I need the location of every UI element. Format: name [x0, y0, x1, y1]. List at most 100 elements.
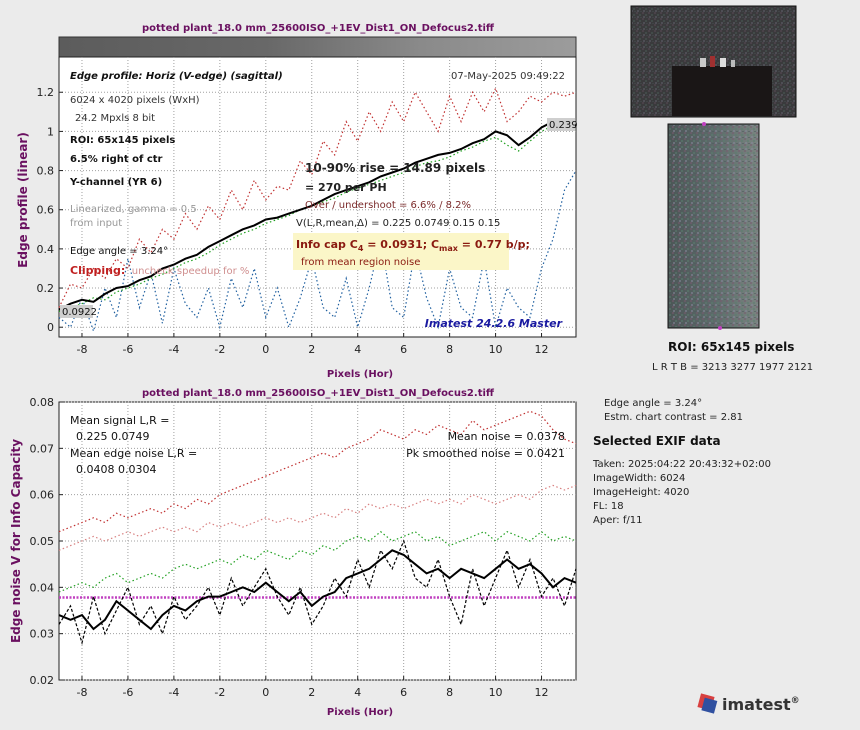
x-tick-label: 4 — [354, 686, 361, 699]
roi-title: ROI: 65x145 pixels — [668, 340, 795, 354]
top-series-group — [58, 86, 577, 334]
y-tick-label: 0.06 — [30, 489, 55, 502]
y-tick-label: 0.08 — [30, 396, 55, 409]
x-tick-label: -8 — [76, 686, 87, 699]
info-cap-sub2: max — [439, 244, 459, 253]
series-line-red-dotted — [58, 86, 577, 308]
per-ph-text: = 270 per PH — [305, 181, 387, 194]
x-tick-label: -2 — [214, 686, 225, 699]
scene-object-3 — [720, 58, 726, 67]
exif-height: ImageHeight: 4020 — [593, 487, 690, 498]
series-line-red-dotted — [58, 410, 577, 533]
watermark: Imatest 24.2.6 Master — [425, 317, 563, 330]
rise-text: 10-90% rise = 14.89 pixels — [305, 161, 485, 175]
sidebar-contrast: Estm. chart contrast = 2.81 — [604, 412, 743, 423]
x-tick-label: -4 — [168, 686, 179, 699]
channel-text: Y-channel (YR 6) — [69, 177, 162, 188]
clipping-note: uncheck speedup for % — [132, 266, 250, 277]
logo-text: imatest® — [722, 695, 800, 714]
x-tick-label: 0 — [262, 343, 269, 356]
logo-reg: ® — [791, 696, 800, 706]
y-tick-label: 0.02 — [30, 674, 55, 687]
x-tick-label: 2 — [308, 343, 315, 356]
roi-bottom-marker — [718, 326, 722, 330]
x-tick-label: 10 — [489, 343, 503, 356]
right-value-label: 0.239 — [549, 120, 578, 131]
image-size-text: 6024 x 4020 pixels (WxH) — [70, 95, 200, 106]
scene-object-1 — [700, 58, 706, 67]
bottom-x-axis-label: Pixels (Hor) — [327, 707, 393, 718]
y-tick-label: 0 — [47, 321, 54, 334]
x-tick-label: -2 — [214, 343, 225, 356]
scene-object-4 — [731, 60, 735, 67]
edge-strip-image — [58, 36, 577, 58]
exif-title: Selected EXIF data — [593, 434, 721, 448]
y-tick-label: 1 — [47, 125, 54, 138]
scene-table — [672, 66, 772, 116]
series-line-green-dotted — [58, 120, 577, 313]
top-x-axis-label: Pixels (Hor) — [327, 369, 393, 380]
clipping-label: Clipping: — [70, 264, 125, 277]
x-tick-label: 12 — [535, 686, 549, 699]
info-cap-box — [293, 233, 509, 270]
y-tick-label: 0.6 — [37, 204, 55, 217]
linearized-text: Linearized, gamma = 0.5 — [70, 204, 197, 215]
y-tick-label: 0.07 — [30, 442, 55, 455]
x-tick-label: 4 — [354, 343, 361, 356]
bottom-series-group — [58, 410, 577, 646]
x-tick-label: -8 — [76, 343, 87, 356]
mean-signal-label: Mean signal L,R = — [70, 414, 169, 427]
y-tick-label: 0.05 — [30, 535, 55, 548]
roi-coords: L R T B = 3213 3277 1977 2121 — [652, 362, 814, 373]
imatest-logo: imatest® — [697, 693, 800, 714]
exif-fl: FL: 18 — [593, 501, 624, 512]
top-chart-file-title: potted plant_18.0 mm_25600ISO_+1EV_Dist1… — [142, 23, 495, 34]
x-tick-label: 12 — [535, 343, 549, 356]
y-tick-label: 1.2 — [37, 86, 55, 99]
from-input-text: from input — [70, 218, 122, 229]
series-line-black-solid — [58, 549, 577, 631]
clipping-line: Clipping: uncheck speedup for % — [70, 264, 249, 277]
info-cap-prefix: Info cap C — [296, 238, 358, 251]
exif-width: ImageWidth: 6024 — [593, 473, 686, 484]
sidebar-edge-angle: Edge angle = 3.24° — [604, 398, 703, 409]
x-tick-label: -4 — [168, 343, 179, 356]
info-cap-suffix: = 0.77 b/p; — [458, 238, 530, 251]
roi-image-noise — [669, 125, 758, 327]
y-tick-label: 0.2 — [37, 282, 55, 295]
bottom-axes: -8 -6 -4 -2 0 2 4 6 8 10 12 0.02 0.03 0.04 0.05 0.06 0.0… — [30, 396, 549, 699]
top-y-axis-label: Edge profile (linear) — [16, 132, 30, 268]
y-tick-label: 0.8 — [37, 165, 55, 178]
pk-smoothed-text: Pk smoothed noise = 0.0421 — [406, 447, 565, 460]
right-of-ctr-text: 6.5% right of ctr — [70, 154, 163, 165]
y-tick-label: 0.04 — [30, 581, 55, 594]
info-cap-sub: 4 — [358, 244, 364, 253]
mean-noise-text: Mean noise = 0.0378 — [448, 430, 565, 443]
y-tick-label: 0.03 — [30, 628, 55, 641]
top-axes: -8 -6 -4 -2 0 2 4 6 8 10 12 0 0.2 0.4 0.6 0.8 1 1.2 — [37, 86, 549, 356]
x-tick-label: 6 — [400, 686, 407, 699]
x-tick-label: -6 — [122, 686, 133, 699]
left-value-box — [60, 305, 93, 318]
info-cap-note: from mean region noise — [301, 257, 420, 268]
series-line-pink-dotted — [58, 484, 577, 551]
scene-object-2 — [710, 56, 715, 67]
mpxls-text: 24.2 Mpxls 8 bit — [75, 113, 155, 124]
bottom-grid — [59, 401, 576, 681]
bottom-chart-file-title: potted plant_18.0 mm_25600ISO_+1EV_Dist1… — [142, 388, 495, 399]
series-line-black-solid — [58, 120, 577, 311]
y-tick-label: 0.4 — [37, 243, 55, 256]
mean-edge-noise-label: Mean edge noise L,R = — [70, 447, 197, 460]
logo-icon-front — [701, 697, 718, 714]
info-cap-mid: = 0.0931; C — [363, 238, 439, 251]
roi-top-marker — [702, 122, 706, 126]
roi-text: ROI: 65x145 pixels — [70, 135, 175, 146]
exif-aper: Aper: f/11 — [593, 515, 643, 526]
x-tick-label: 6 — [400, 343, 407, 356]
mean-signal-values: 0.225 0.0749 — [76, 430, 149, 443]
x-tick-label: 8 — [446, 343, 453, 356]
x-tick-label: 10 — [489, 686, 503, 699]
edge-angle-text: Edge angle = 3.24° — [70, 246, 168, 257]
timestamp: 07-May-2025 09:49:22 — [451, 71, 565, 82]
